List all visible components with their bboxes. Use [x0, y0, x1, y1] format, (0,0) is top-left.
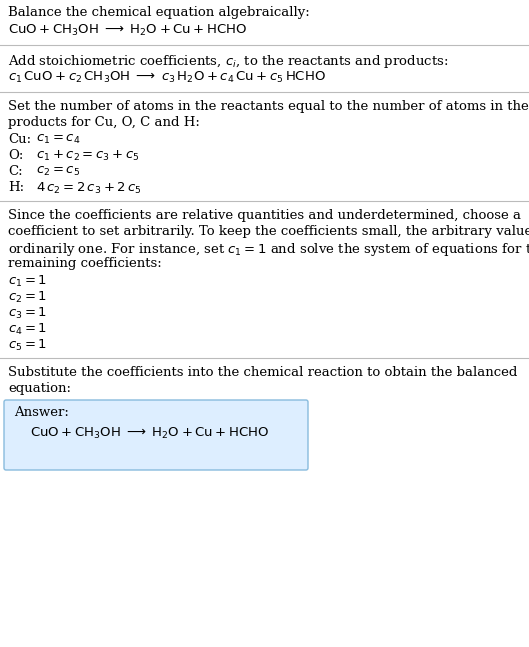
FancyBboxPatch shape [4, 400, 308, 470]
Text: O:: O: [8, 149, 23, 162]
Text: C:: C: [8, 165, 23, 178]
Text: H:: H: [8, 181, 24, 194]
Text: $c_1\,\mathrm{CuO} + c_2\,\mathrm{CH_3OH} \;\longrightarrow\; c_3\,\mathrm{H_2O}: $c_1\,\mathrm{CuO} + c_2\,\mathrm{CH_3OH… [8, 70, 326, 85]
Text: Balance the chemical equation algebraically:: Balance the chemical equation algebraica… [8, 6, 310, 19]
Text: ordinarily one. For instance, set $c_1 = 1$ and solve the system of equations fo: ordinarily one. For instance, set $c_1 =… [8, 241, 529, 258]
Text: $c_2 = c_5$: $c_2 = c_5$ [36, 165, 80, 178]
Text: $c_2 = 1$: $c_2 = 1$ [8, 290, 47, 305]
Text: Cu:: Cu: [8, 133, 31, 146]
Text: Answer:: Answer: [14, 406, 69, 419]
Text: Substitute the coefficients into the chemical reaction to obtain the balanced: Substitute the coefficients into the che… [8, 366, 517, 379]
Text: coefficient to set arbitrarily. To keep the coefficients small, the arbitrary va: coefficient to set arbitrarily. To keep … [8, 225, 529, 238]
Text: Set the number of atoms in the reactants equal to the number of atoms in the: Set the number of atoms in the reactants… [8, 100, 529, 113]
Text: $c_4 = 1$: $c_4 = 1$ [8, 322, 47, 337]
Text: $c_5 = 1$: $c_5 = 1$ [8, 338, 47, 353]
Text: $\mathrm{CuO + CH_3OH} \;\longrightarrow\; \mathrm{H_2O + Cu + HCHO}$: $\mathrm{CuO + CH_3OH} \;\longrightarrow… [8, 23, 248, 38]
Text: remaining coefficients:: remaining coefficients: [8, 257, 162, 270]
Text: $c_1 + c_2 = c_3 + c_5$: $c_1 + c_2 = c_3 + c_5$ [36, 149, 140, 163]
Text: $c_1 = c_4$: $c_1 = c_4$ [36, 133, 80, 146]
Text: Add stoichiometric coefficients, $c_i$, to the reactants and products:: Add stoichiometric coefficients, $c_i$, … [8, 53, 449, 70]
Text: products for Cu, O, C and H:: products for Cu, O, C and H: [8, 116, 200, 129]
Text: equation:: equation: [8, 382, 71, 395]
Text: Since the coefficients are relative quantities and underdetermined, choose a: Since the coefficients are relative quan… [8, 209, 521, 222]
Text: $4\,c_2 = 2\,c_3 + 2\,c_5$: $4\,c_2 = 2\,c_3 + 2\,c_5$ [36, 181, 142, 196]
Text: $c_1 = 1$: $c_1 = 1$ [8, 274, 47, 289]
Text: $\mathrm{CuO + CH_3OH} \;\longrightarrow\; \mathrm{H_2O + Cu + HCHO}$: $\mathrm{CuO + CH_3OH} \;\longrightarrow… [30, 426, 270, 441]
Text: $c_3 = 1$: $c_3 = 1$ [8, 306, 47, 321]
